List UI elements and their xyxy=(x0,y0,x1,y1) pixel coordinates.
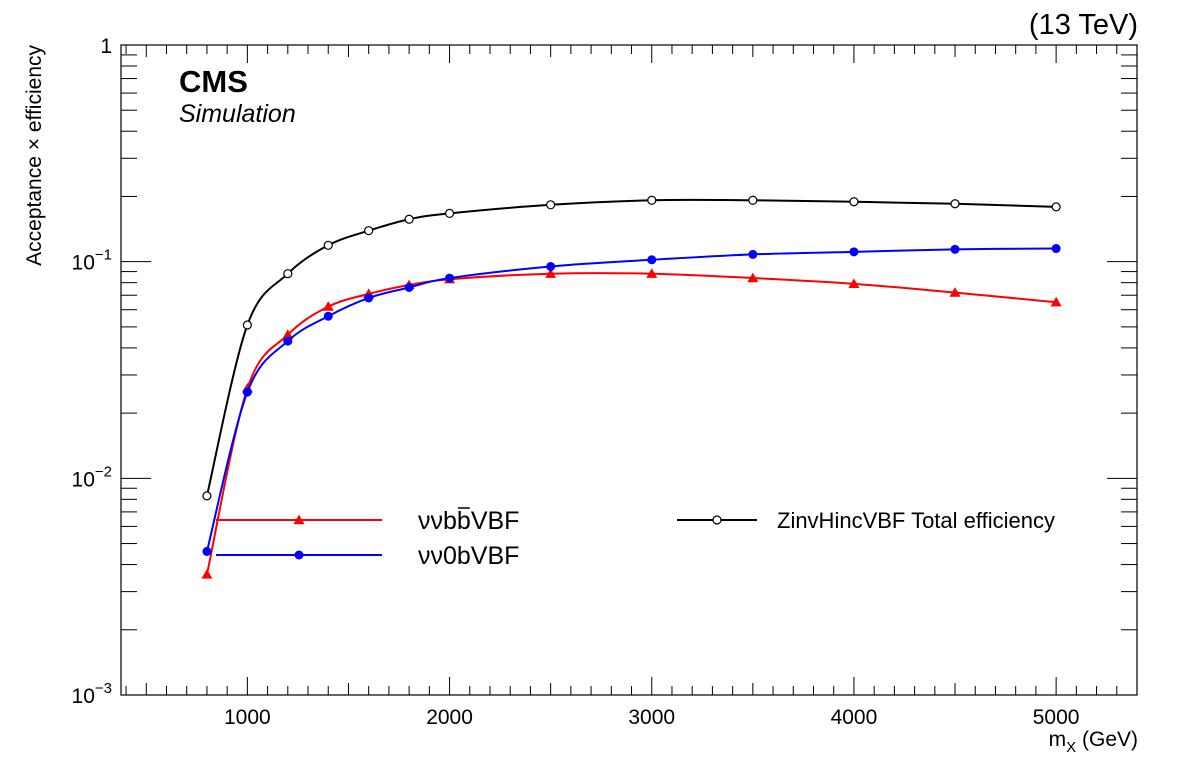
data-point-triangle xyxy=(646,268,658,278)
y-tick-label: 10−3 xyxy=(72,680,112,708)
data-point-circle xyxy=(546,261,556,271)
y-tick-label-exponent: −3 xyxy=(95,680,112,697)
y-axis-tick-labels: 10−310−210−11 xyxy=(72,35,112,708)
data-point-triangle xyxy=(322,301,334,311)
legend-label-red-part-nunu: νν xyxy=(418,507,443,535)
data-point-triangle xyxy=(1050,296,1062,307)
data-point-triangle xyxy=(949,287,961,297)
series-layer xyxy=(201,195,1062,579)
data-point-circle xyxy=(1051,244,1061,254)
data-point-open-circle xyxy=(283,269,293,279)
data-point-open-circle xyxy=(748,195,758,205)
x-tick-label: 2000 xyxy=(426,706,473,729)
legend-label-blue: νν0bVBF xyxy=(418,542,519,570)
data-point-circle xyxy=(647,255,657,265)
data-point-circle xyxy=(323,311,333,321)
simulation-label: Simulation xyxy=(179,100,296,128)
y-tick-label-exponent: −1 xyxy=(95,247,112,264)
energy-label: (13 TeV) xyxy=(1029,9,1138,41)
data-point-open-circle xyxy=(202,491,212,501)
data-point-open-circle xyxy=(404,214,414,224)
data-point-circle xyxy=(242,387,252,397)
x-axis-tick-labels: 1000 2000 3000 4000 5000 xyxy=(224,706,1079,729)
data-point-triangle xyxy=(747,272,759,283)
legend-marker-blue-circle xyxy=(294,550,304,560)
x-axis-title-main: m xyxy=(1049,728,1067,751)
y-tick-label: 10−1 xyxy=(72,247,112,275)
y-tick-label-exponent: −2 xyxy=(95,463,112,480)
data-point-circle xyxy=(445,273,455,283)
data-point-open-circle xyxy=(444,208,455,219)
data-point-circle xyxy=(849,247,859,257)
data-point-open-circle xyxy=(849,197,859,207)
x-tick-label: 1000 xyxy=(224,706,271,729)
data-point-open-circle xyxy=(1051,202,1061,212)
series-line-2 xyxy=(205,198,1057,497)
data-point-open-circle xyxy=(323,240,333,250)
data-point-circle xyxy=(283,336,293,346)
y-axis-ticks xyxy=(121,54,1137,696)
x-tick-label: 4000 xyxy=(831,706,878,729)
data-point-circle xyxy=(748,249,758,259)
data-point-open-circle xyxy=(950,199,960,209)
y-axis-title: Acceptance × efficiency xyxy=(23,45,46,266)
data-point-circle xyxy=(950,244,960,254)
y-tick-label-base: 10 xyxy=(72,685,95,708)
data-point-open-circle xyxy=(647,195,657,205)
legend: ννbbVBF νν0bVBF ZinvHincVBF Total effici… xyxy=(216,507,1055,570)
data-point-circle xyxy=(202,546,212,556)
x-axis-title-sub: X xyxy=(1066,739,1076,756)
x-axis-title: mX (GeV) xyxy=(1049,728,1138,756)
series-line-1 xyxy=(205,247,1057,552)
cms-label: CMS xyxy=(179,64,248,99)
legend-label-red: ννbbVBF xyxy=(418,507,519,535)
x-axis-ticks xyxy=(125,45,1138,695)
data-point-triangle xyxy=(282,329,294,339)
y-tick-label-base: 10 xyxy=(72,252,95,275)
x-tick-label: 5000 xyxy=(1033,706,1080,729)
data-point-triangle xyxy=(848,278,860,288)
legend-label-red-part-vbf: VBF xyxy=(471,507,520,535)
legend-label-black: ZinvHincVBF Total efficiency xyxy=(777,508,1055,533)
data-point-circle xyxy=(364,293,374,303)
legend-label-red-part-bbar: b xyxy=(457,507,471,535)
data-point-open-circle xyxy=(546,200,556,210)
y-tick-label-base: 10 xyxy=(72,468,95,491)
legend-marker-red-triangle xyxy=(293,514,305,525)
data-point-open-circle xyxy=(364,226,374,236)
x-tick-label: 3000 xyxy=(628,706,675,729)
data-point-open-circle xyxy=(242,320,252,330)
legend-label-red-part-b: b xyxy=(443,507,457,535)
data-point-triangle xyxy=(201,568,213,579)
y-tick-label: 1 xyxy=(100,35,112,58)
legend-marker-black-open-circle xyxy=(712,515,722,525)
data-point-circle xyxy=(404,282,414,292)
data-point-triangle xyxy=(545,268,557,278)
plot-frame xyxy=(120,44,1138,696)
y-tick-label: 10−2 xyxy=(72,463,112,491)
series-line-0 xyxy=(205,272,1057,575)
x-axis-title-unit: (GeV) xyxy=(1076,728,1138,751)
